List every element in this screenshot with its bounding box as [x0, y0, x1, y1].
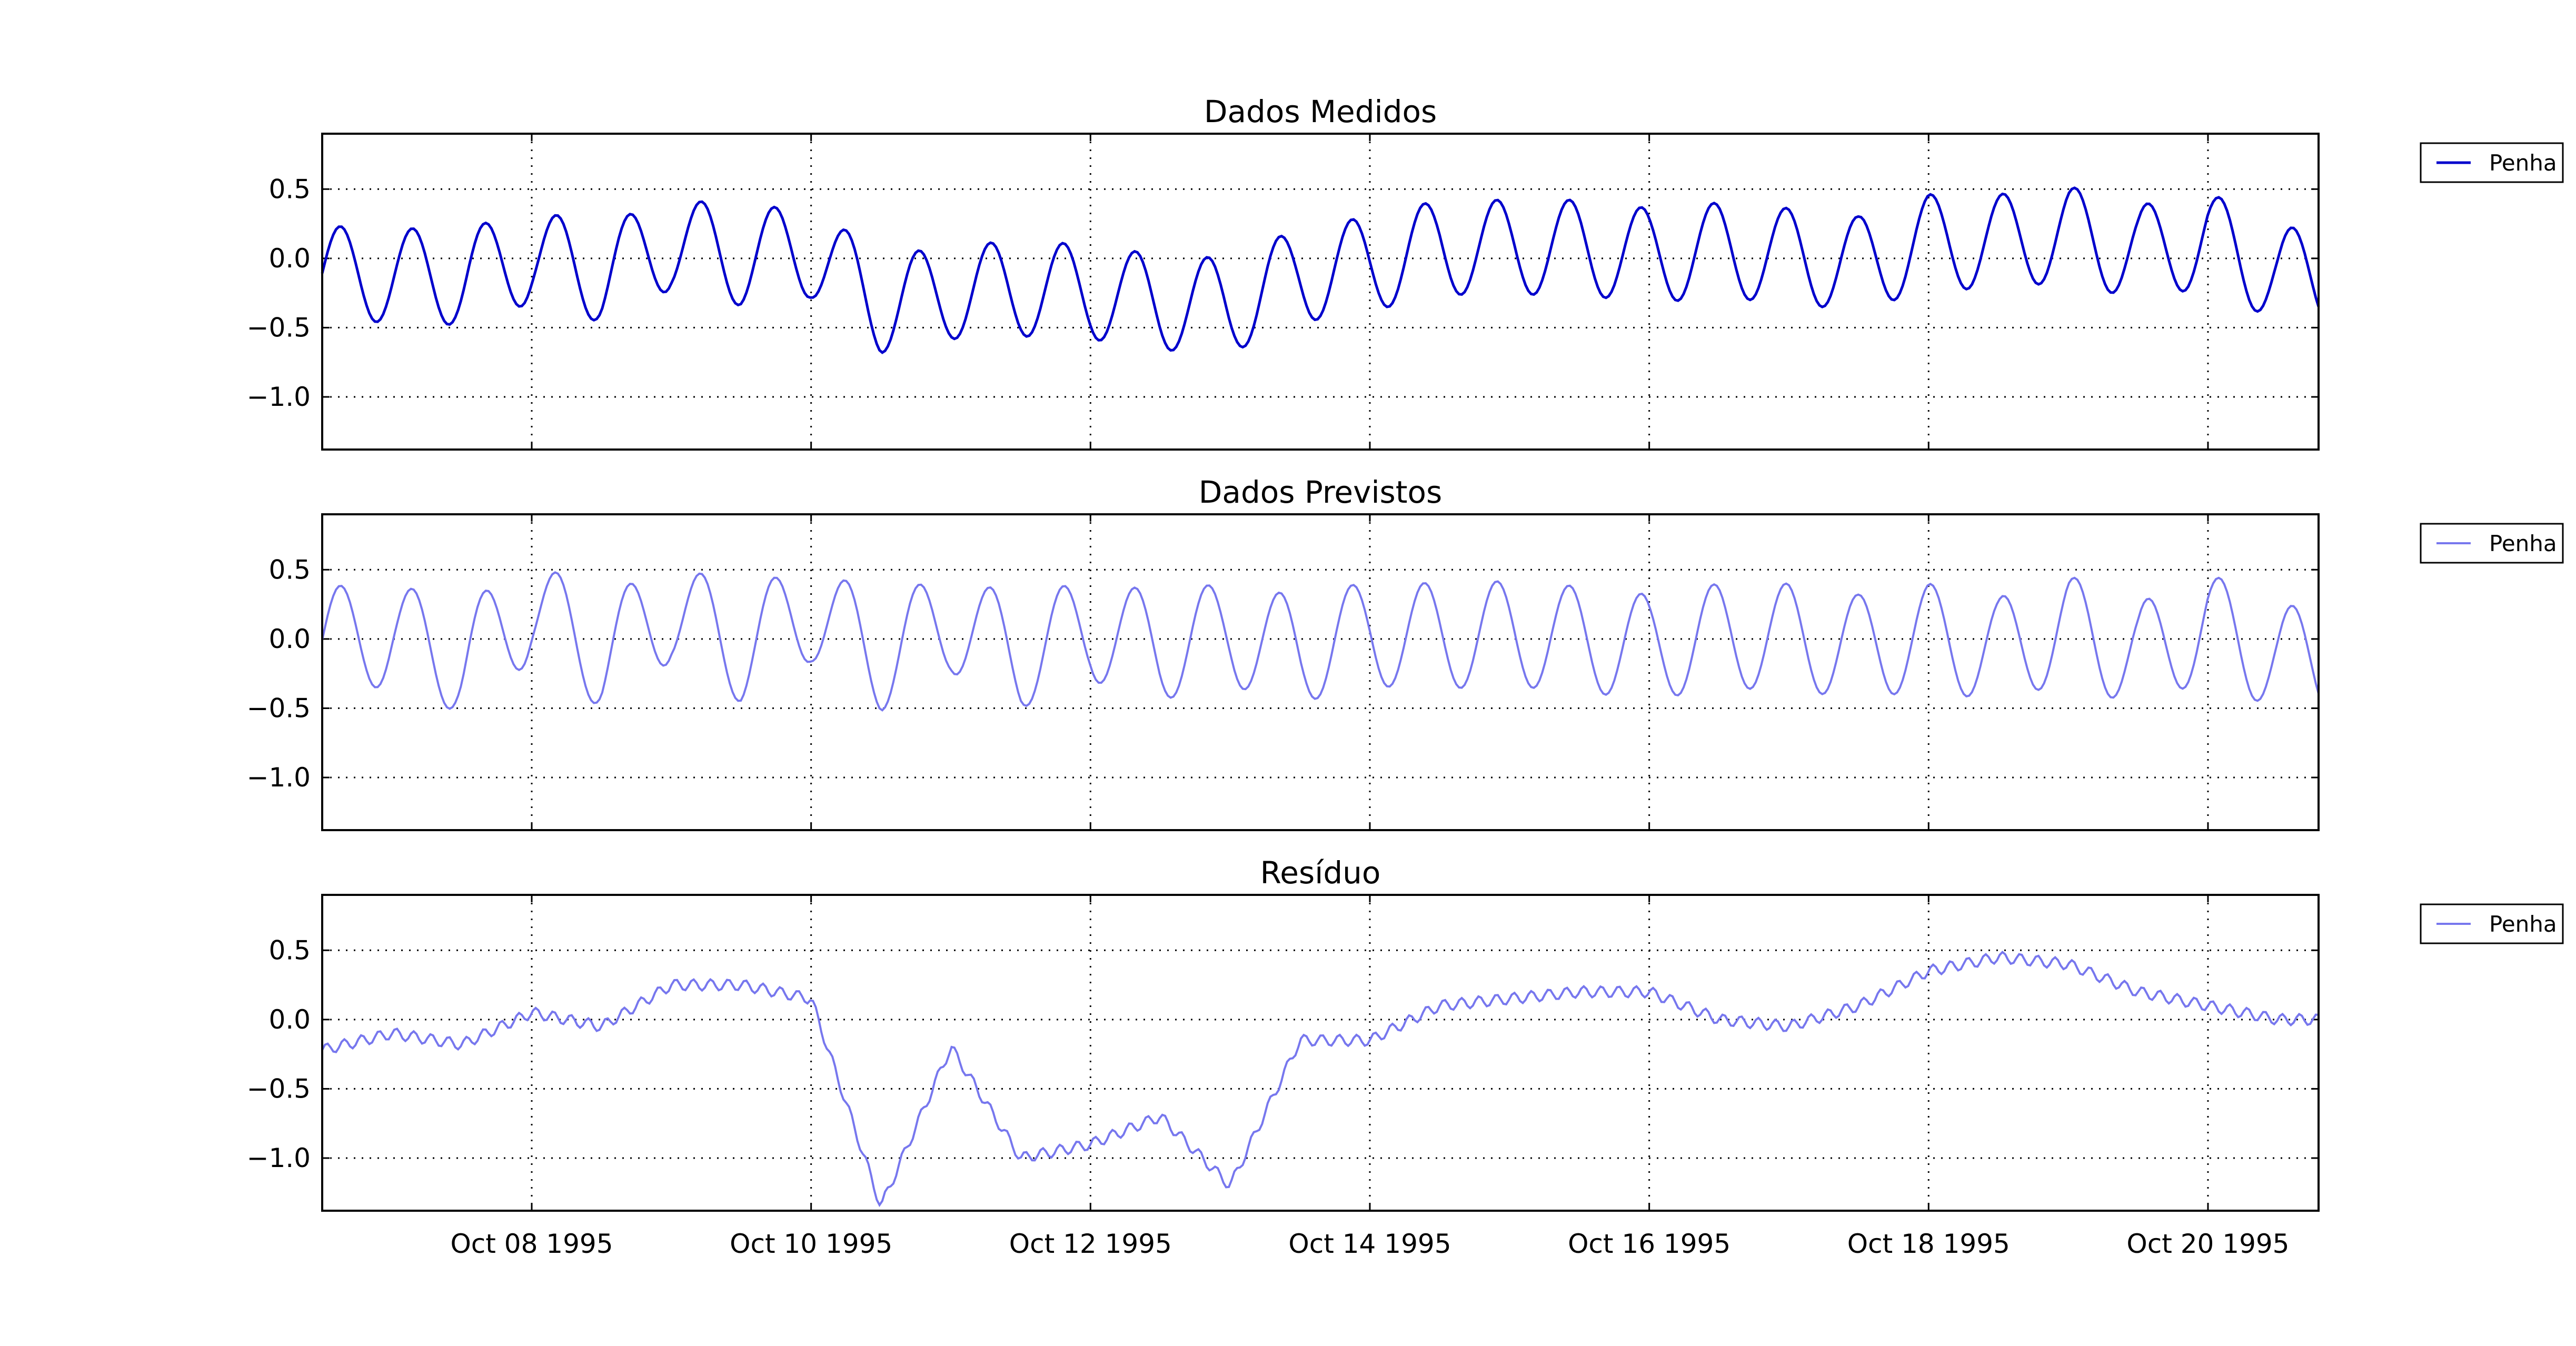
- y-tick-label: 0.5: [268, 174, 311, 204]
- legend-label: Penha: [2489, 150, 2557, 176]
- y-tick-label: −1.0: [247, 762, 311, 793]
- x-tick-label: Oct 12 1995: [1009, 1229, 1172, 1259]
- y-tick-label: 0.5: [268, 935, 311, 965]
- axes-frame: [321, 894, 2320, 1212]
- legend-label: Penha: [2489, 531, 2557, 556]
- subplot-3: Resíduo 0.5 0.0 −0.5 −1.0 Penha: [247, 855, 2564, 1212]
- subplot-title: Dados Medidos: [1204, 94, 1437, 129]
- x-tick-label: Oct 14 1995: [1288, 1229, 1451, 1259]
- x-tick-label: Oct 10 1995: [730, 1229, 892, 1259]
- y-tick-label: 0.0: [268, 1004, 311, 1035]
- y-tick-label: 0.5: [268, 554, 311, 585]
- subplot-title: Dados Previstos: [1199, 474, 1442, 510]
- y-tick-label: −0.5: [247, 693, 311, 723]
- series-line-penha: [321, 186, 2320, 354]
- legend-label: Penha: [2489, 911, 2557, 937]
- x-tick-label: Oct 08 1995: [450, 1229, 613, 1259]
- series-line-penha: [321, 571, 2320, 712]
- subplot-1: Dados Medidos 0.5 0.0 −0.5 −1.0 Penha: [247, 94, 2564, 451]
- y-tick-label: −0.5: [247, 1073, 311, 1104]
- subplot-title: Resíduo: [1260, 855, 1381, 891]
- y-tick-label: −1.0: [247, 1143, 311, 1173]
- series-line-penha: [321, 951, 2319, 1208]
- x-tick-label: Oct 16 1995: [1568, 1229, 1730, 1259]
- y-tick-label: −0.5: [247, 312, 311, 343]
- subplot-2: Dados Previstos 0.5 0.0 −0.5 −1.0 Penha: [247, 474, 2564, 831]
- axes-frame: [321, 513, 2320, 831]
- y-tick-label: −1.0: [247, 382, 311, 412]
- x-axis-tick-labels: Oct 08 1995 Oct 10 1995 Oct 12 1995 Oct …: [450, 1229, 2289, 1259]
- axes-frame: [321, 133, 2320, 451]
- x-tick-label: Oct 18 1995: [1847, 1229, 2010, 1259]
- x-tick-label: Oct 20 1995: [2126, 1229, 2289, 1259]
- y-tick-label: 0.0: [268, 243, 311, 274]
- y-tick-label: 0.0: [268, 624, 311, 654]
